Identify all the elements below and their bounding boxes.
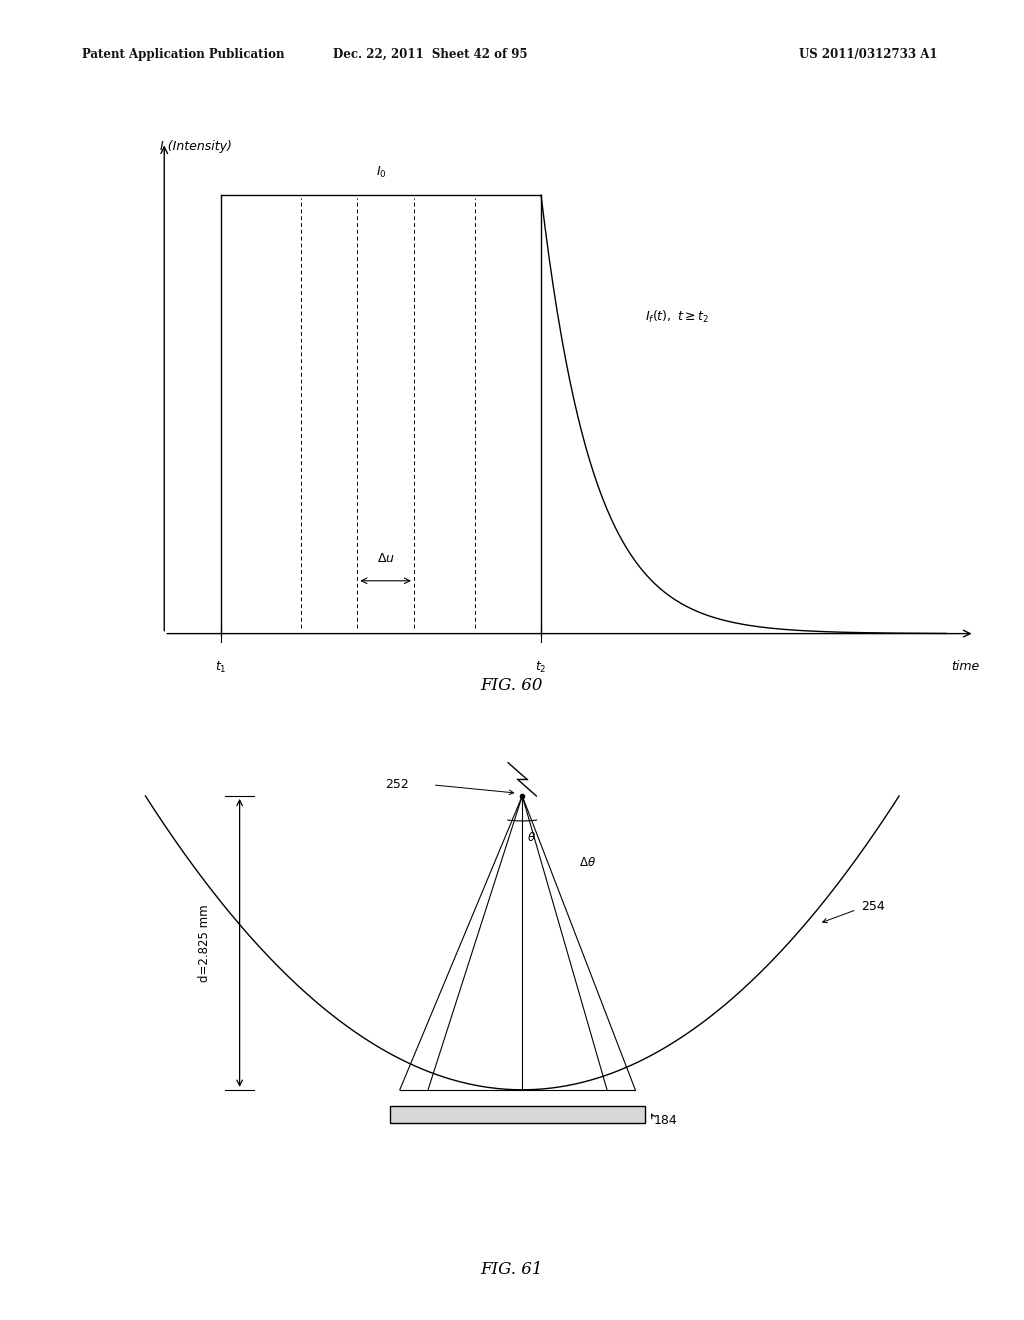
Text: $\theta$: $\theta$: [527, 832, 536, 843]
Text: time: time: [951, 660, 979, 673]
Text: US 2011/0312733 A1: US 2011/0312733 A1: [799, 48, 937, 61]
Bar: [390, 1106, 645, 1123]
Text: FIG. 60: FIG. 60: [480, 677, 544, 694]
Text: $I_0$: $I_0$: [376, 165, 386, 180]
Text: $t_1$: $t_1$: [215, 660, 226, 675]
Text: FIG. 61: FIG. 61: [480, 1261, 544, 1278]
Text: $\Delta\theta$: $\Delta\theta$: [579, 855, 596, 869]
Text: 252: 252: [385, 779, 410, 792]
Text: Dec. 22, 2011  Sheet 42 of 95: Dec. 22, 2011 Sheet 42 of 95: [333, 48, 527, 61]
Text: I (Intensity): I (Intensity): [160, 140, 231, 153]
Text: $\Delta u$: $\Delta u$: [377, 552, 394, 565]
Text: Patent Application Publication: Patent Application Publication: [82, 48, 285, 61]
Text: 254: 254: [861, 900, 885, 913]
Text: d=2.825 mm: d=2.825 mm: [199, 904, 211, 982]
Text: $t_2$: $t_2$: [536, 660, 547, 675]
Text: 184: 184: [654, 1114, 678, 1127]
Text: $I_f(t),\ t{\geq}t_2$: $I_f(t),\ t{\geq}t_2$: [645, 309, 709, 325]
